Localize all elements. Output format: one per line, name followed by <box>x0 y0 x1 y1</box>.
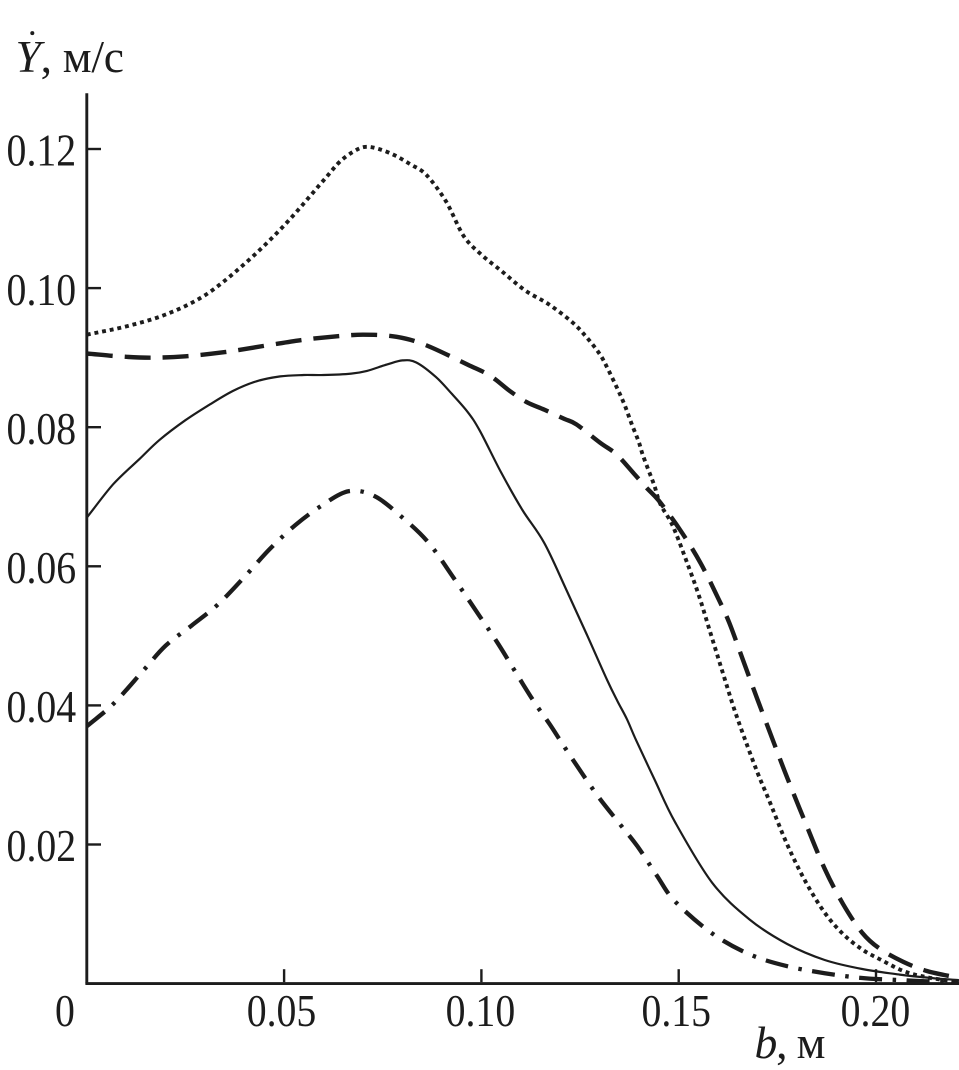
svg-text:0.10: 0.10 <box>446 986 516 1036</box>
svg-text:0.10: 0.10 <box>7 265 77 315</box>
svg-text:0.15: 0.15 <box>641 986 711 1036</box>
svg-text:0.04: 0.04 <box>7 683 77 733</box>
svg-text:b, м: b, м <box>755 1017 826 1068</box>
svg-text:0: 0 <box>55 986 75 1036</box>
svg-text:0.12: 0.12 <box>7 126 77 176</box>
svg-text:0.05: 0.05 <box>247 986 317 1036</box>
svg-text:0.02: 0.02 <box>7 822 77 872</box>
svg-text:0.08: 0.08 <box>7 404 77 454</box>
svg-text:0.20: 0.20 <box>841 986 911 1036</box>
svg-text:0.06: 0.06 <box>7 544 77 594</box>
svg-text:Y, м/с: Y, м/с <box>16 31 125 82</box>
